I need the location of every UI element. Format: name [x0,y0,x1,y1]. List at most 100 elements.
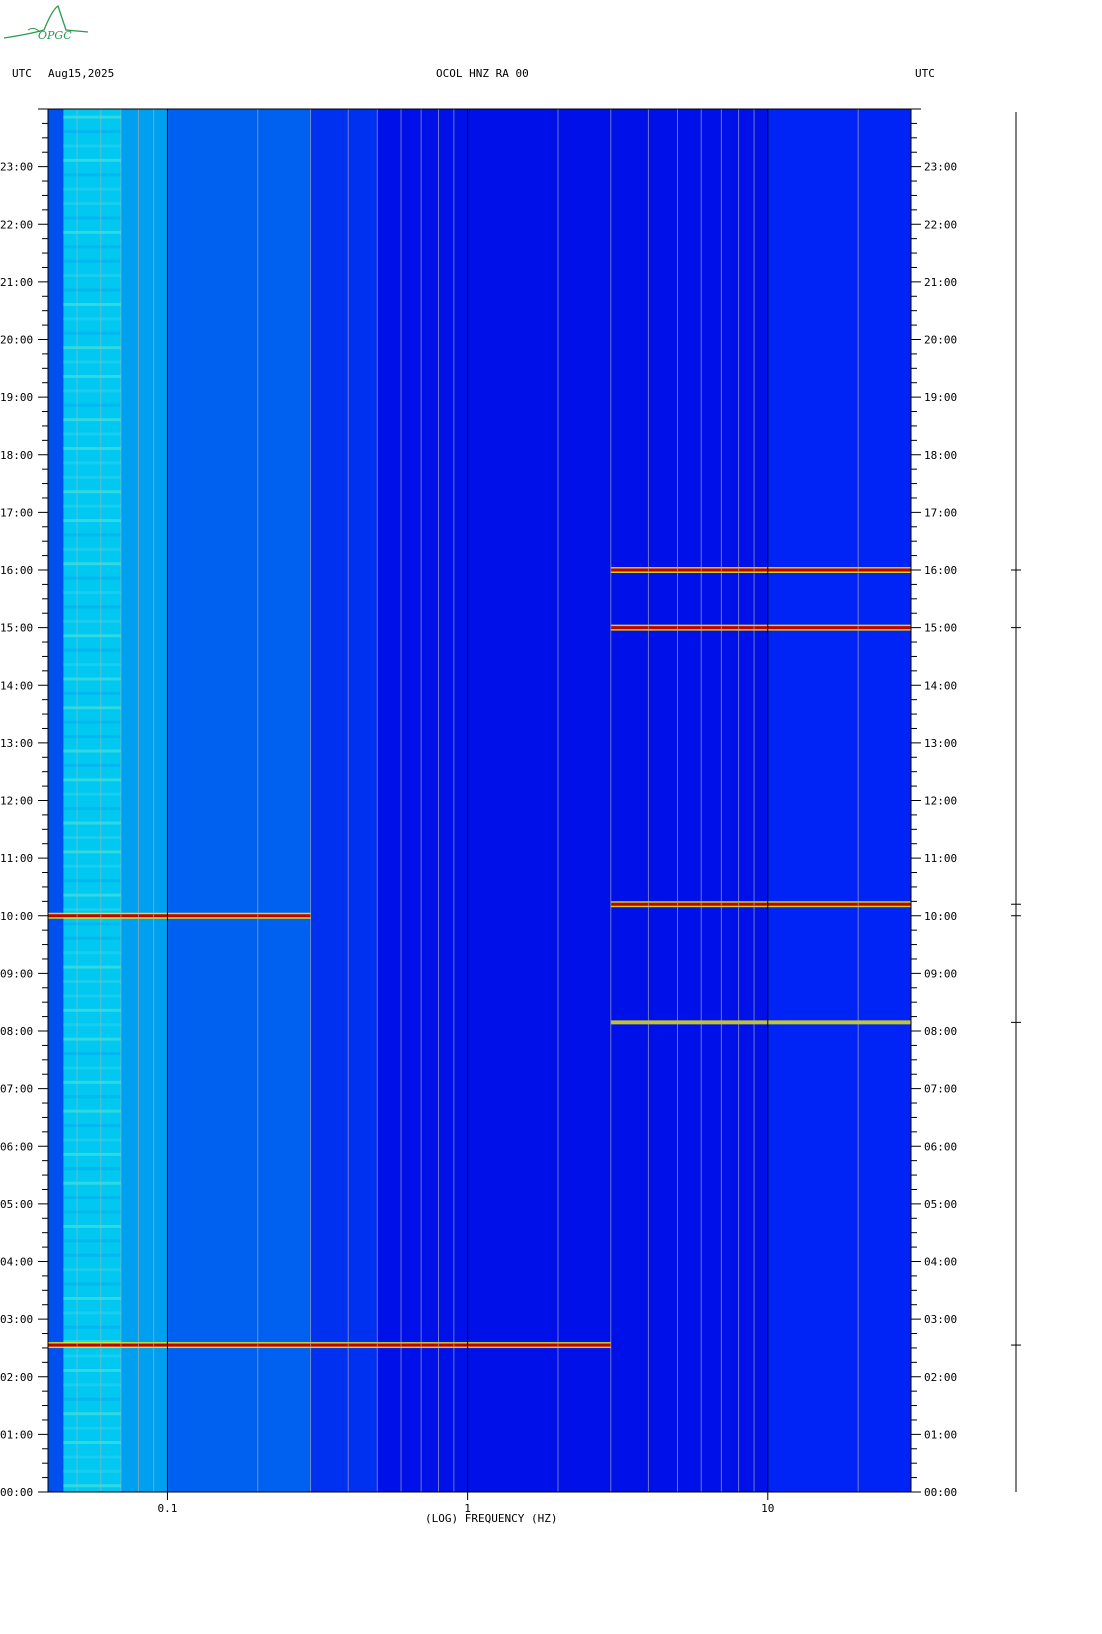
texture-stripe [63,576,121,580]
frequency-axis: 0.1 1 10 [158,1492,774,1515]
y-tick-label-right: 18:00 [924,449,957,462]
texture-stripe [63,1224,121,1228]
y-tick-label-right: 00:00 [924,1486,957,1499]
texture-stripe [63,1441,121,1445]
y-tick-label-right: 23:00 [924,161,957,174]
texture-stripe [63,446,121,450]
texture-stripe [63,1124,121,1128]
texture-stripe [63,115,121,119]
high-freq-band [767,109,911,1492]
texture-stripe [63,1469,121,1473]
y-tick-label-left: 04:00 [0,1256,33,1269]
texture-stripe [63,461,121,465]
y-tick-label-right: 19:00 [924,391,957,404]
texture-stripe [63,1340,121,1344]
texture-stripe [63,389,121,393]
lowest-freq-band [48,109,64,1492]
y-tick-label-left: 21:00 [0,276,33,289]
texture-stripe [63,1253,121,1257]
texture-stripe [63,403,121,407]
texture-stripe [63,706,121,710]
texture-stripe [63,907,121,911]
texture-stripe [63,331,121,335]
y-tick-label-right: 14:00 [924,679,957,692]
texture-stripe [63,130,121,134]
y-tick-label-left: 02:00 [0,1371,33,1384]
y-tick-label-left: 14:00 [0,679,33,692]
time-axes: 00:00 00:00 01:00 01:00 02:00 02:00 03:00 03:00… [0,108,957,1499]
y-tick-label-left: 15:00 [0,622,33,635]
texture-stripe [63,1455,121,1459]
amplitude-trace [1011,112,1021,1492]
y-tick-label-left: 18:00 [0,449,33,462]
y-tick-label-right: 12:00 [924,795,957,808]
texture-stripe [63,864,121,868]
texture-stripe [63,1138,121,1142]
texture-stripe [63,605,121,609]
y-tick-label-right: 06:00 [924,1140,957,1153]
header-right-timezone: UTC [915,67,935,80]
texture-stripe [63,504,121,508]
event-core [48,1343,611,1347]
texture-stripe [63,994,121,998]
y-tick-label-left: 06:00 [0,1140,33,1153]
texture-stripe [63,648,121,652]
texture-stripe [63,158,121,162]
y-tick-label-left: 19:00 [0,391,33,404]
texture-stripe [63,735,121,739]
texture-stripe [63,619,121,623]
y-tick-label-right: 09:00 [924,967,957,980]
y-tick-label-right: 16:00 [924,564,957,577]
texture-stripe [63,1196,121,1200]
texture-stripe [63,519,121,523]
texture-stripe [63,230,121,234]
texture-stripe [63,259,121,263]
texture-stripe [63,1268,121,1272]
texture-stripe [63,1080,121,1084]
texture-stripe [63,1167,121,1171]
y-tick-label-left: 13:00 [0,737,33,750]
event-band [610,1020,911,1025]
texture-stripe [63,936,121,940]
texture-stripe [63,1181,121,1185]
y-tick-label-left: 17:00 [0,506,33,519]
texture-stripe [63,1066,121,1070]
y-tick-label-right: 20:00 [924,334,957,347]
texture-stripe [63,807,121,811]
texture-stripe [63,202,121,206]
y-tick-label-left: 00:00 [0,1486,33,1499]
texture-stripe [63,374,121,378]
y-tick-label-left: 12:00 [0,795,33,808]
event-core [610,568,911,572]
opgc-logo: OPGC [3,4,89,42]
texture-stripe [63,475,121,479]
texture-stripe [63,1368,121,1372]
y-tick-label-right: 11:00 [924,852,957,865]
texture-stripe [63,317,121,321]
texture-stripe [63,360,121,364]
y-tick-label-left: 05:00 [0,1198,33,1211]
y-tick-label-left: 03:00 [0,1313,33,1326]
logo-text: OPGC [38,29,72,42]
texture-stripe [63,634,121,638]
texture-stripe [63,663,121,667]
texture-stripe [63,1426,121,1430]
y-tick-label-right: 02:00 [924,1371,957,1384]
header-left-timezone: UTC [12,67,32,80]
texture-stripe [63,951,121,955]
texture-stripe [63,879,121,883]
texture-stripe [63,1484,121,1488]
x-axis-label: (LOG) FREQUENCY (HZ) [425,1512,558,1525]
texture-stripe [63,591,121,595]
texture-stripe [63,1325,121,1329]
texture-stripe [63,763,121,767]
y-tick-label-right: 05:00 [924,1198,957,1211]
texture-stripe [63,1052,121,1056]
texture-stripe [63,821,121,825]
texture-stripe [63,893,121,897]
texture-stripe [63,1311,121,1315]
y-tick-label-left: 09:00 [0,967,33,980]
texture-stripe [63,302,121,306]
texture-stripe [63,547,121,551]
texture-stripe [63,346,121,350]
